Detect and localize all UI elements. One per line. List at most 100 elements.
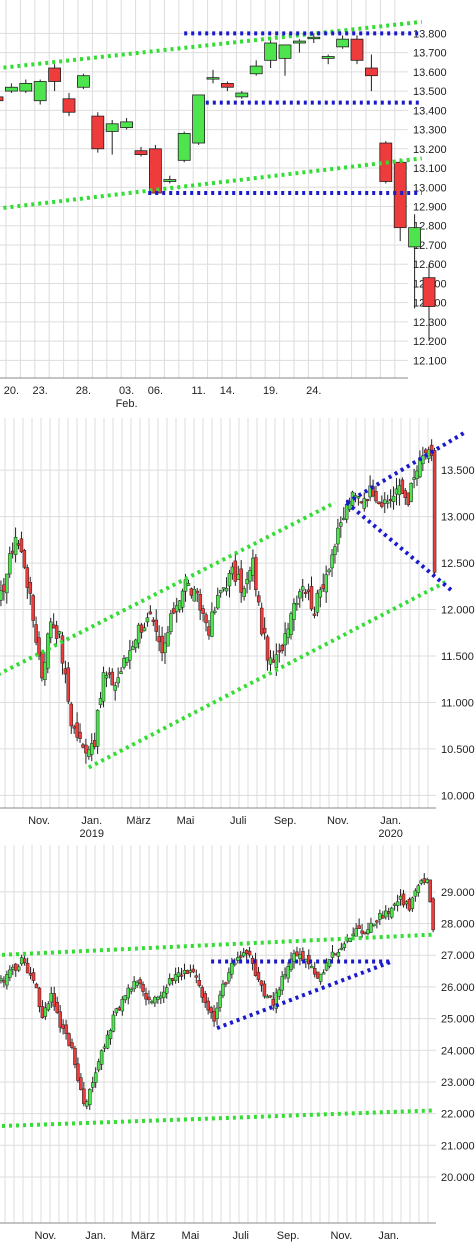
candle-body (76, 1063, 80, 1081)
candle-body (230, 962, 234, 975)
candle-body (107, 672, 112, 675)
candle-body (201, 608, 205, 614)
candle (169, 609, 173, 635)
candle (122, 655, 126, 670)
candle-body (428, 879, 432, 903)
y-tick-label: 12.600 (413, 259, 447, 271)
candle-body (34, 624, 38, 643)
candle (48, 617, 53, 644)
candle (195, 587, 199, 603)
candle (48, 64, 61, 92)
candle-body (350, 38, 364, 61)
candle (391, 486, 396, 510)
candle-body (31, 595, 35, 621)
x-tick-label: 14. (220, 385, 235, 397)
candle-body (101, 672, 106, 702)
candle-body (67, 1033, 71, 1046)
candle (69, 701, 73, 734)
candle-body (425, 879, 429, 883)
x-tick-label: Juli (230, 815, 247, 827)
candle (108, 1028, 113, 1045)
candle (264, 37, 278, 69)
y-tick-label: 12.200 (413, 336, 447, 348)
candle-body (247, 950, 252, 956)
candle-body (259, 980, 264, 986)
candle-body (374, 491, 378, 502)
candle-body (136, 624, 141, 644)
candle-body (292, 40, 306, 44)
candle-body (377, 501, 381, 504)
candle (72, 724, 76, 734)
candle (16, 539, 21, 550)
candle-body (274, 992, 278, 1009)
candle-body (249, 65, 263, 75)
candle (410, 896, 415, 912)
x-tick-label: Nov. (28, 815, 50, 827)
candle-body (213, 610, 217, 613)
candle (78, 723, 82, 743)
candle-body (344, 504, 349, 520)
candle (360, 923, 364, 938)
candle (5, 83, 18, 94)
candle-body (357, 925, 361, 929)
candle-body (292, 603, 296, 620)
candle-body (385, 501, 390, 504)
candle-body (55, 1002, 59, 1013)
y-tick-label: 13.500 (441, 465, 475, 477)
candle-body (150, 1001, 154, 1004)
candle-body (386, 911, 391, 914)
candle (365, 498, 369, 508)
candle-body (110, 671, 115, 686)
candle (227, 967, 231, 985)
candle-body (426, 449, 431, 459)
candle (333, 953, 338, 956)
candle-body (104, 675, 109, 679)
candle (245, 571, 249, 594)
candle (327, 568, 331, 576)
candle (359, 501, 364, 504)
candle (210, 602, 214, 638)
candle-body (204, 614, 208, 624)
candle-body (315, 971, 320, 979)
green-trendline (0, 1108, 434, 1129)
y-tick-label: 12.300 (413, 317, 447, 329)
candle (148, 144, 162, 194)
candle (180, 588, 185, 613)
candle-body (182, 970, 187, 974)
candle (336, 35, 350, 49)
candle (394, 478, 399, 506)
candle-body (43, 1007, 48, 1017)
candle (99, 1049, 104, 1071)
x-tick-label: 24. (306, 385, 321, 397)
candle-body (122, 658, 126, 668)
candle-body (280, 976, 284, 991)
candle (162, 985, 166, 1004)
candle (351, 927, 355, 938)
candle (133, 638, 138, 653)
candle (318, 973, 323, 985)
x-tick-label: Jan. (378, 1230, 399, 1242)
candle (277, 986, 281, 1000)
candle-body (224, 982, 228, 985)
candle (116, 667, 120, 688)
y-tick-label: 27.000 (441, 950, 475, 962)
candle-body (37, 637, 41, 657)
candle (422, 873, 426, 885)
candle-body (197, 979, 202, 986)
candle-body (133, 639, 138, 648)
candle (198, 588, 202, 621)
candle (63, 660, 68, 684)
candle-body (366, 929, 370, 934)
x-tick-label: Nov. (330, 1230, 352, 1242)
candle (292, 598, 296, 632)
candle-body (69, 703, 73, 727)
candle (0, 975, 3, 984)
candle-body (286, 628, 290, 639)
candle-body (397, 485, 402, 496)
y-tick-label: 13.800 (413, 28, 447, 40)
candle (142, 622, 147, 632)
candle (154, 609, 158, 642)
candle-body (265, 636, 270, 661)
candle-body (188, 970, 193, 973)
candle (119, 667, 123, 675)
